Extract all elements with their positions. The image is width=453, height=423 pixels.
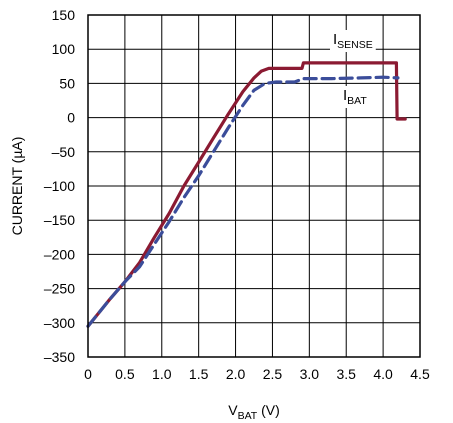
x-tick-label: 2.5: [263, 366, 283, 382]
x-tick-label: 0: [84, 366, 92, 382]
x-tick-label: 1.5: [189, 366, 209, 382]
y-tick-label: –250: [44, 281, 75, 297]
series-line-sense: [86, 61, 407, 328]
grid: [88, 15, 420, 357]
y-tick-label: –350: [44, 349, 75, 365]
x-tick-label: 0.5: [115, 366, 135, 382]
x-tick-label: 4.5: [410, 366, 430, 382]
x-tick-label: 2.0: [226, 366, 246, 382]
series-label-i-bat: IBAT: [340, 86, 371, 108]
plot-frame: [87, 14, 421, 358]
y-tick-label: –50: [52, 144, 76, 160]
x-axis-title-unit: (V): [257, 402, 280, 418]
y-tick-label: 0: [67, 110, 75, 126]
series-label-i-sense-bg: [330, 30, 376, 52]
y-axis-title: CURRENT (µA): [9, 137, 25, 236]
y-tick-label: 100: [52, 41, 76, 57]
y-tick-label: 150: [52, 7, 76, 23]
x-tick-label: 4.0: [373, 366, 393, 382]
series-layer: [86, 61, 407, 328]
series-label-i-bat-text: IBAT: [343, 87, 367, 107]
y-tick-label: 50: [59, 75, 75, 91]
x-tick-labels: 0 0.5 1.0 1.5 2.0 2.5 3.0 3.5 4.0 4.5: [84, 366, 430, 382]
x-axis-title: VBAT (V): [228, 402, 280, 422]
series-line-bat: [86, 75, 400, 328]
series-label-i-sense: ISENSE: [330, 30, 376, 52]
y-tick-label: –300: [44, 315, 75, 331]
y-tick-label: –150: [44, 212, 75, 228]
y-tick-label: –100: [44, 178, 75, 194]
series-label-i-sense-text: ISENSE: [333, 31, 373, 51]
x-tick-label: 3.0: [300, 366, 320, 382]
series-label-i-bat-bg: [340, 86, 371, 108]
x-axis-title-main: V: [228, 402, 238, 418]
y-tick-label: –200: [44, 246, 75, 262]
x-tick-label: 3.5: [336, 366, 356, 382]
x-axis-title-sub: BAT: [238, 410, 258, 422]
x-tick-label: 1.0: [152, 366, 172, 382]
y-tick-labels: –350 –300 –250 –200 –150 –100 –50 0 50 100 150: [44, 7, 75, 365]
